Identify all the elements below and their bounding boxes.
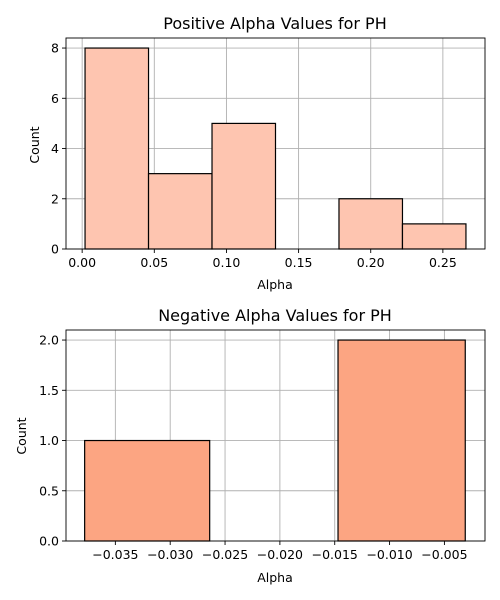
chart-title-negative: Negative Alpha Values for PH: [158, 306, 392, 325]
y-tick-label-3: 6: [51, 91, 59, 106]
y-axis-label-negative: Count: [14, 417, 29, 454]
x-tick-label-0: −0.035: [92, 547, 138, 562]
x-tick-label-2: −0.025: [202, 547, 248, 562]
histogram-bar-0: [84, 47, 150, 250]
x-axis-label-negative: Alpha: [257, 570, 293, 585]
y-tick-label-1: 0.5: [39, 483, 59, 498]
x-tick-label-5: −0.010: [366, 547, 412, 562]
histogram-bar-5: [401, 223, 467, 250]
x-tick-label-5: 0.25: [429, 255, 457, 270]
y-tick-label-3: 1.5: [39, 383, 59, 398]
x-tick-label-1: −0.030: [147, 547, 193, 562]
x-tick-label-3: 0.15: [285, 255, 313, 270]
x-axis-label-positive: Alpha: [257, 277, 293, 292]
positive-alpha-histogram: Positive Alpha Values for PH 0.00 0.05 0.1…: [27, 14, 486, 292]
chart-title-positive: Positive Alpha Values for PH: [163, 14, 386, 33]
x-tick-label-3: −0.020: [257, 547, 303, 562]
plot-frame: [65, 329, 486, 542]
negative-alpha-histogram: Negative Alpha Values for PH −0.035 −0.03…: [14, 306, 486, 585]
y-tick-label-4: 2.0: [39, 333, 59, 348]
y-axis-label-positive: Count: [27, 126, 42, 163]
histogram-bar-0: [84, 439, 211, 542]
y-tick-label-2: 1.0: [39, 433, 59, 448]
x-tick-label-0: 0.00: [68, 255, 96, 270]
y-tick-label-1: 2: [51, 191, 59, 206]
histogram-bar-2: [337, 339, 466, 542]
y-tick-label-0: 0.0: [39, 534, 59, 549]
x-tick-label-2: 0.10: [213, 255, 241, 270]
histogram-bar-4: [338, 198, 404, 250]
y-tick-label-2: 4: [51, 141, 59, 156]
plot-frame: [65, 37, 486, 250]
x-tick-label-4: −0.015: [312, 547, 358, 562]
y-tick-label-0: 0: [51, 242, 59, 257]
histogram-bar-1: [147, 173, 213, 250]
x-tick-label-4: 0.20: [357, 255, 385, 270]
x-tick-label-1: 0.05: [140, 255, 168, 270]
x-tick-label-6: −0.005: [421, 547, 467, 562]
histogram-bar-2: [211, 122, 277, 250]
y-tick-label-4: 8: [51, 41, 59, 56]
